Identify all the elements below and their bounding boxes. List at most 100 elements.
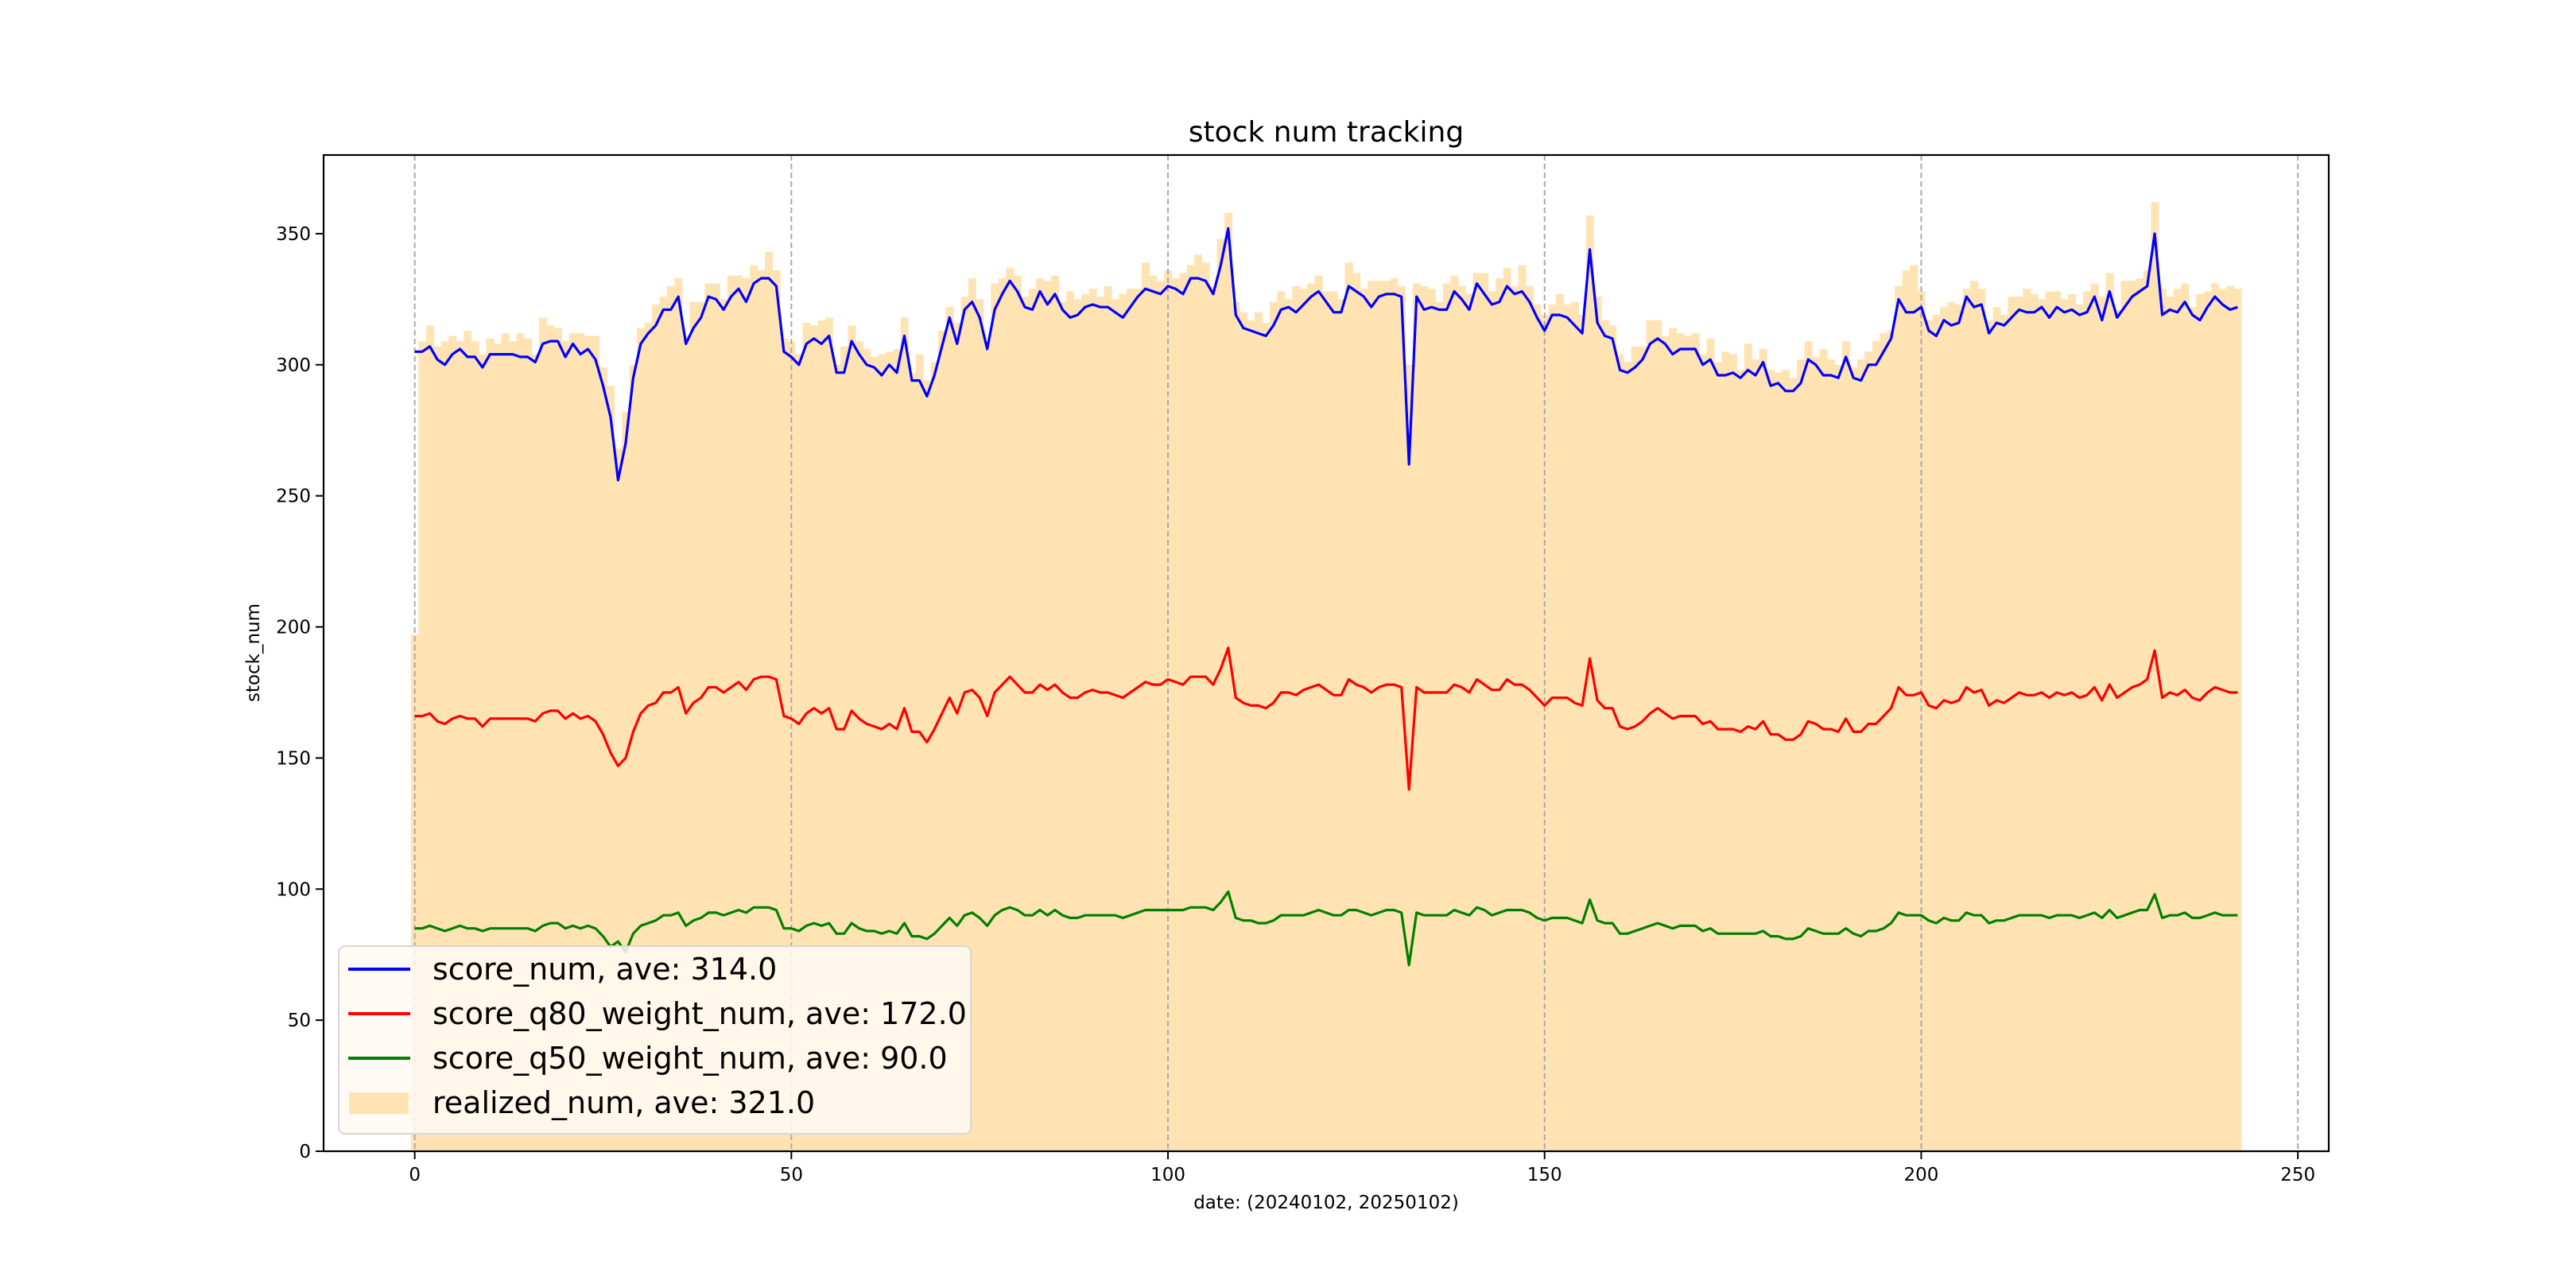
bar-realized-num <box>1375 281 1383 1151</box>
bar-realized-num <box>938 330 947 1151</box>
bar-realized-num <box>1789 378 1798 1151</box>
bar-realized-num <box>1797 359 1806 1152</box>
bar-realized-num <box>1254 312 1263 1152</box>
bar-realized-num <box>479 354 487 1152</box>
bar-realized-num <box>1804 341 1813 1151</box>
bar-realized-num <box>448 336 457 1151</box>
bar-realized-num <box>1713 362 1722 1152</box>
bar-realized-num <box>1066 291 1075 1152</box>
x-tick-label: 50 <box>780 1165 803 1185</box>
bar-realized-num <box>1435 301 1444 1152</box>
bar-realized-num <box>1812 356 1821 1152</box>
bar-realized-num <box>1247 320 1255 1151</box>
bar-realized-num <box>1126 289 1135 1152</box>
bar-realized-num <box>1910 265 1918 1151</box>
bar-realized-num <box>1570 301 1579 1152</box>
bar-realized-num <box>1450 275 1459 1151</box>
bar-realized-num <box>1088 289 1097 1152</box>
bar-realized-num <box>2083 291 2092 1152</box>
y-tick-label: 100 <box>276 879 311 900</box>
bar-realized-num <box>1856 359 1865 1152</box>
bar-realized-num <box>2166 297 2174 1152</box>
bar-realized-num <box>1156 281 1165 1151</box>
bar-realized-num <box>1427 289 1436 1152</box>
bar-realized-num <box>614 448 623 1151</box>
bar-realized-num <box>553 328 562 1151</box>
bar-realized-num <box>1412 283 1421 1151</box>
bar-realized-num <box>1337 299 1346 1152</box>
legend-label-score-q80: score_q80_weight_num, ave: 172.0 <box>433 996 967 1031</box>
bar-realized-num <box>1691 333 1700 1151</box>
bar-realized-num <box>1240 312 1248 1152</box>
chart-title: stock num tracking <box>1189 116 1464 149</box>
y-tick-label: 250 <box>276 487 311 507</box>
bar-realized-num <box>1526 285 1534 1151</box>
bar-realized-num <box>1669 328 1678 1151</box>
bar-realized-num <box>440 341 449 1151</box>
bar-realized-num <box>1104 285 1112 1151</box>
bar-realized-num <box>1698 354 1707 1152</box>
bar-realized-num <box>1488 291 1496 1152</box>
bar-realized-num <box>923 380 932 1151</box>
bar-realized-num <box>1782 370 1790 1151</box>
bar-realized-num <box>464 330 472 1151</box>
bar-realized-num <box>1442 283 1451 1151</box>
bar-realized-num <box>2188 307 2197 1152</box>
bar-realized-num <box>592 336 600 1151</box>
bar-realized-num <box>2015 297 2023 1152</box>
bar-realized-num <box>1555 293 1564 1152</box>
bar-realized-num <box>1179 273 1188 1151</box>
bar-realized-num <box>659 297 668 1152</box>
bar-realized-num <box>727 275 735 1151</box>
bar-realized-num <box>1774 372 1783 1151</box>
bar-realized-num <box>1314 275 1323 1151</box>
bar-realized-num <box>2045 291 2054 1152</box>
bar-realized-num <box>1405 364 1414 1152</box>
bar-realized-num <box>1081 293 1090 1152</box>
bar-realized-num <box>486 338 495 1151</box>
bar-realized-num <box>832 364 841 1152</box>
bar-realized-num <box>2075 304 2084 1152</box>
legend-box <box>338 945 972 1135</box>
bar-realized-num <box>1368 281 1376 1151</box>
bar-realized-num <box>1721 351 1730 1152</box>
bar-realized-num <box>1043 281 1052 1151</box>
bar-realized-num <box>2226 285 2235 1151</box>
bar-realized-num <box>1646 320 1655 1151</box>
bar-realized-num <box>1676 333 1685 1151</box>
bar-realized-num <box>1277 291 1286 1152</box>
bar-realized-num <box>2181 283 2190 1151</box>
x-tick-label: 250 <box>2280 1165 2315 1185</box>
bar-realized-num <box>2158 289 2167 1152</box>
bar-realized-num <box>900 317 909 1152</box>
bar-realized-num <box>2060 299 2069 1152</box>
bar-realized-num <box>689 301 698 1152</box>
bar-realized-num <box>1006 267 1014 1151</box>
bar-realized-num <box>1134 289 1143 1152</box>
bar-realized-num <box>1736 370 1745 1151</box>
bar-realized-num <box>637 328 646 1151</box>
bar-realized-num <box>893 349 902 1151</box>
line-score-q80-weight-num <box>414 646 2238 791</box>
bar-realized-num <box>998 277 1007 1151</box>
bar-realized-num <box>1171 277 1180 1151</box>
bar-realized-num <box>930 362 939 1152</box>
y-tick-label: 0 <box>299 1142 311 1162</box>
bar-realized-num <box>878 354 886 1152</box>
bar-realized-num <box>1654 320 1662 1151</box>
bar-realized-num <box>1616 354 1624 1152</box>
y-tick-label: 350 <box>276 224 311 245</box>
bar-realized-num <box>494 343 502 1151</box>
bar-realized-num <box>945 307 954 1152</box>
bar-realized-num <box>629 364 638 1152</box>
bar-realized-num <box>1706 338 1715 1151</box>
bar-realized-num <box>1600 320 1609 1151</box>
bar-realized-num <box>456 341 464 1151</box>
bar-realized-num <box>622 412 630 1151</box>
bar-realized-num <box>1096 297 1105 1152</box>
bar-realized-num <box>1947 301 1956 1152</box>
bar-realized-num <box>1457 285 1466 1151</box>
bar-realized-num <box>599 367 607 1151</box>
y-axis-label: stock_num <box>243 603 264 702</box>
